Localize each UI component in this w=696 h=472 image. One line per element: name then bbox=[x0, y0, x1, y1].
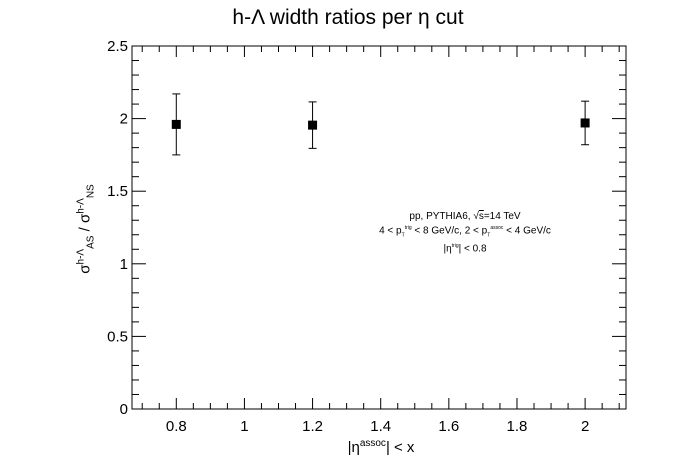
annotation-collision-system: pp, PYTHIA6, √s=14 TeV bbox=[409, 211, 521, 222]
data-point bbox=[580, 118, 590, 128]
plot-frame bbox=[131, 45, 627, 410]
annotation-momentum-cuts: 4 < pTtrig < 8 GeV/c, 2 < pTassoc < 4 Ge… bbox=[379, 225, 551, 239]
y-tick-label: 1.5 bbox=[107, 183, 128, 200]
data-point bbox=[171, 119, 181, 129]
x-tick-label: 1.6 bbox=[438, 418, 459, 435]
x-tick-label: 1.2 bbox=[302, 418, 323, 435]
y-tick-label: 0 bbox=[120, 401, 128, 418]
x-tick-label: 1.4 bbox=[370, 418, 391, 435]
x-tick-label: 2 bbox=[581, 418, 589, 435]
chart-title: h-Λ width ratios per η cut bbox=[232, 6, 464, 29]
annotation-eta-cut: |ηtrig| < 0.8 bbox=[443, 243, 487, 255]
data-point bbox=[308, 120, 318, 130]
y-tick-label: 1 bbox=[120, 256, 128, 273]
x-axis-label: |ηassoc| < x bbox=[347, 438, 415, 456]
x-tick-label: 1.8 bbox=[507, 418, 528, 435]
y-tick-label: 2 bbox=[120, 111, 128, 128]
y-tick-label: 2.5 bbox=[107, 38, 128, 55]
y-tick-label: 0.5 bbox=[107, 328, 128, 345]
x-tick-label: 0.8 bbox=[166, 418, 187, 435]
y-axis-label: σh-ΛAS / σh-ΛNS bbox=[75, 184, 97, 274]
x-tick-label: 1 bbox=[240, 418, 248, 435]
